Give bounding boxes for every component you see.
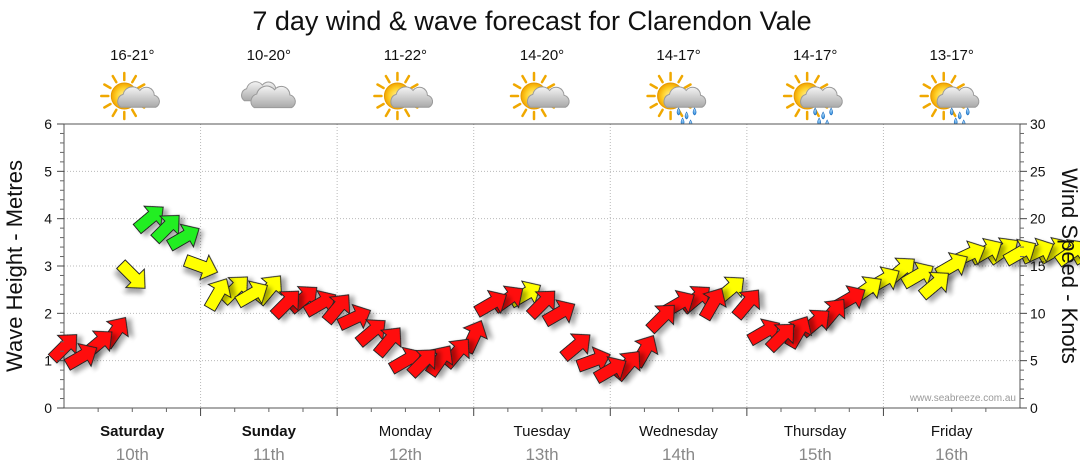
x-axis: Saturday 10th Sunday 11th Monday 12th Tuesday 1…	[97, 408, 987, 464]
left-tick-label: 6	[44, 116, 52, 132]
date-label: 16th	[935, 445, 968, 464]
wind-arrow	[234, 280, 269, 309]
weather-sun-cloud-rain-icon	[646, 71, 707, 128]
day-label: Saturday	[100, 423, 165, 440]
wind-arrow	[218, 276, 248, 306]
weather-icon-row	[100, 71, 980, 128]
temperature-label: 16-21°	[110, 47, 154, 64]
wind-series	[47, 205, 1080, 384]
temperature-row: 16-21° 10-20° 11-22° 14-20° 14-17° 14-17° 13-1…	[110, 47, 974, 64]
wind-arrow	[592, 356, 627, 384]
weather-sun-cloud-rain-icon	[919, 71, 980, 128]
wind-arrow	[541, 299, 576, 328]
wind-arrow	[900, 261, 934, 290]
day-label: Friday	[931, 423, 973, 440]
weather-cloud-icon	[241, 81, 296, 109]
wind-arrow	[424, 345, 454, 378]
wind-arrow	[731, 289, 760, 321]
wind-arrow	[116, 259, 146, 289]
wind-arrow	[406, 349, 436, 379]
left-axis-title: Wave Height - Metres	[2, 160, 27, 372]
wind-arrow	[269, 290, 300, 321]
right-tick-label: 20	[1030, 211, 1046, 227]
day-label: Thursday	[784, 423, 847, 440]
weather-sun-cloud-rain-icon	[782, 71, 843, 128]
wind-arrow	[372, 327, 402, 359]
wind-arrow	[645, 304, 675, 335]
watermark: www.seabreeze.com.au	[909, 393, 1016, 404]
right-axis-title: Wind Speed - Knots	[1057, 168, 1080, 364]
date-label: 12th	[389, 445, 422, 464]
day-label: Tuesday	[514, 423, 571, 440]
right-tick-label: 15	[1030, 258, 1046, 274]
chart-title: 7 day wind & wave forecast for Clarendon…	[252, 6, 811, 36]
wind-arrow	[525, 290, 556, 321]
left-tick-label: 2	[44, 305, 52, 321]
weather-sun-cloud-icon	[100, 71, 160, 121]
wind-arrow	[473, 289, 508, 318]
date-label: 10th	[116, 445, 149, 464]
wind-arrow	[150, 214, 180, 245]
wind-arrow	[182, 253, 219, 281]
day-label: Monday	[379, 423, 433, 440]
wind-arrow	[203, 278, 232, 312]
right-tick-label: 5	[1030, 353, 1038, 369]
temperature-label: 13-17°	[930, 47, 974, 64]
wind-arrow	[559, 333, 591, 363]
date-label: 15th	[799, 445, 832, 464]
wind-arrow	[764, 323, 795, 354]
wind-arrow	[63, 342, 98, 371]
weather-sun-cloud-icon	[509, 71, 570, 121]
temperature-label: 14-20°	[520, 47, 564, 64]
right-tick-label: 25	[1030, 163, 1046, 179]
temperature-label: 10-20°	[247, 47, 291, 64]
weather-sun-cloud-icon	[373, 71, 434, 121]
left-tick-label: 0	[44, 400, 52, 416]
left-tick-label: 5	[44, 163, 52, 179]
left-tick-label: 4	[44, 211, 52, 227]
left-axis: 0 1 2 3 4 5 6	[44, 116, 64, 416]
wind-arrow	[1002, 238, 1037, 267]
temperature-label: 14-17°	[656, 47, 700, 64]
wind-arrow	[321, 294, 351, 326]
left-tick-label: 3	[44, 258, 52, 274]
plot-area	[63, 123, 1021, 409]
wind-arrow	[698, 287, 727, 322]
right-tick-label: 30	[1030, 116, 1046, 132]
right-axis: 0 5 10 15 20 25 30	[1020, 116, 1046, 416]
wind-arrow	[165, 223, 200, 252]
day-label: Sunday	[242, 423, 297, 440]
date-label: 14th	[662, 445, 695, 464]
right-tick-label: 10	[1030, 305, 1046, 321]
left-tick-label: 1	[44, 353, 52, 369]
temperature-label: 11-22°	[384, 47, 427, 64]
date-label: 11th	[253, 445, 285, 464]
date-label: 13th	[525, 445, 558, 464]
day-label: Wednesday	[639, 423, 718, 440]
grid-lines	[64, 124, 1020, 408]
right-tick-label: 0	[1030, 400, 1038, 416]
wind-arrow	[575, 346, 611, 373]
temperature-label: 14-17°	[793, 47, 837, 64]
wind-arrow	[1053, 239, 1080, 268]
wind-arrow	[917, 271, 949, 301]
